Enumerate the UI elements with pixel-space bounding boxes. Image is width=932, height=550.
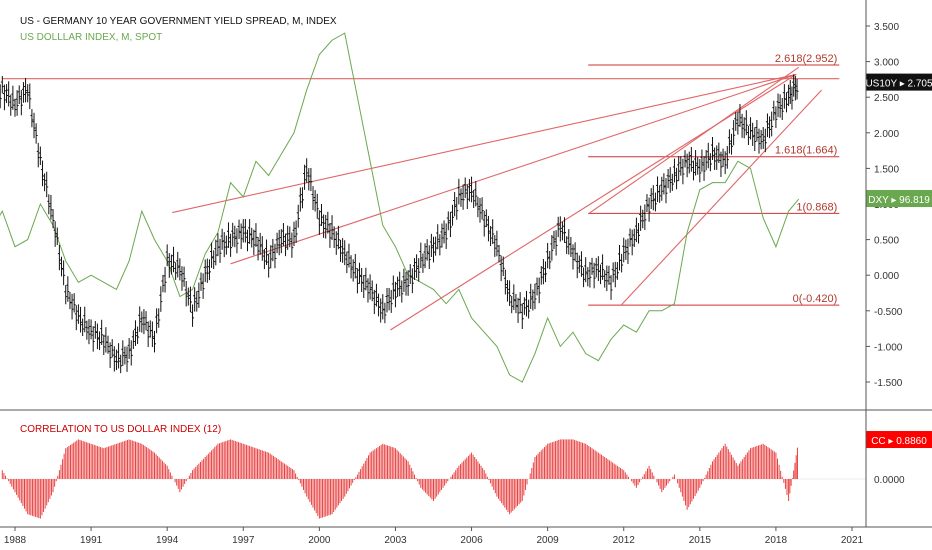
- fib-level-label: 0(-0.420): [793, 293, 838, 305]
- correlation-title: CORRELATION TO US DOLLAR INDEX (12): [20, 424, 221, 435]
- last-value-tag-text: US10Y ▸ 2.705: [865, 79, 932, 90]
- y-tick-label: 3.500: [874, 22, 899, 33]
- y-tick-label: -0.500: [874, 307, 903, 318]
- correlation-pane: 0.0000 CC ▸ 0.8860: [1, 431, 932, 519]
- trendline: [230, 73, 797, 265]
- x-tick-label: 2018: [765, 535, 788, 546]
- main-pane: 3.5003.0002.5002.0001.5001.0000.5000.000…: [0, 22, 932, 389]
- correlation-last-value-text: CC ▸ 0.8860: [871, 436, 927, 447]
- x-tick-label: 2000: [308, 535, 331, 546]
- x-tick-label: 2003: [384, 535, 407, 546]
- y-tick-label: 2.000: [874, 129, 899, 140]
- correlation-last-value-tag: [866, 431, 932, 449]
- trendline: [172, 73, 797, 214]
- y-tick-label: 1.500: [874, 164, 899, 175]
- y-tick-label: 0.500: [874, 236, 899, 247]
- trendline: [587, 66, 800, 215]
- last-value-tag-text: DXY ▸ 96.819: [868, 195, 930, 206]
- y-tick-label: 3.000: [874, 58, 899, 69]
- y-tick-label: 2.500: [874, 93, 899, 104]
- x-tick-label: 2009: [537, 535, 560, 546]
- trendline: [390, 73, 797, 331]
- fib-level-label: 1(0.868): [796, 201, 837, 213]
- correlation-y-tick-label: 0.0000: [874, 475, 905, 486]
- y-tick-label: 0.000: [874, 271, 899, 282]
- y-tick-label: -1.000: [874, 342, 903, 353]
- dxy-series-title: US DOLLLAR INDEX, M, SPOT: [20, 32, 162, 43]
- y-tick-label: -1.500: [874, 378, 903, 389]
- fib-level-label: 1.618(1.664): [775, 145, 837, 157]
- x-tick-label: 1997: [232, 535, 255, 546]
- x-tick-label: 1991: [80, 535, 103, 546]
- x-tick-label: 2012: [613, 535, 636, 546]
- x-tick-label: 2006: [460, 535, 483, 546]
- dxy-line: [0, 32, 800, 383]
- fib-level-label: 2.618(2.952): [775, 53, 837, 65]
- last-value-tag: [866, 73, 932, 91]
- x-tick-label: 2021: [841, 535, 864, 546]
- last-value-tag: [866, 190, 932, 208]
- x-tick-label: 1988: [4, 535, 27, 546]
- main-chart-title: US - GERMANY 10 YEAR GOVERNMENT YIELD SP…: [20, 16, 337, 27]
- trendline: [620, 89, 822, 306]
- x-tick-label: 2015: [689, 535, 712, 546]
- x-tick-label: 1994: [156, 535, 179, 546]
